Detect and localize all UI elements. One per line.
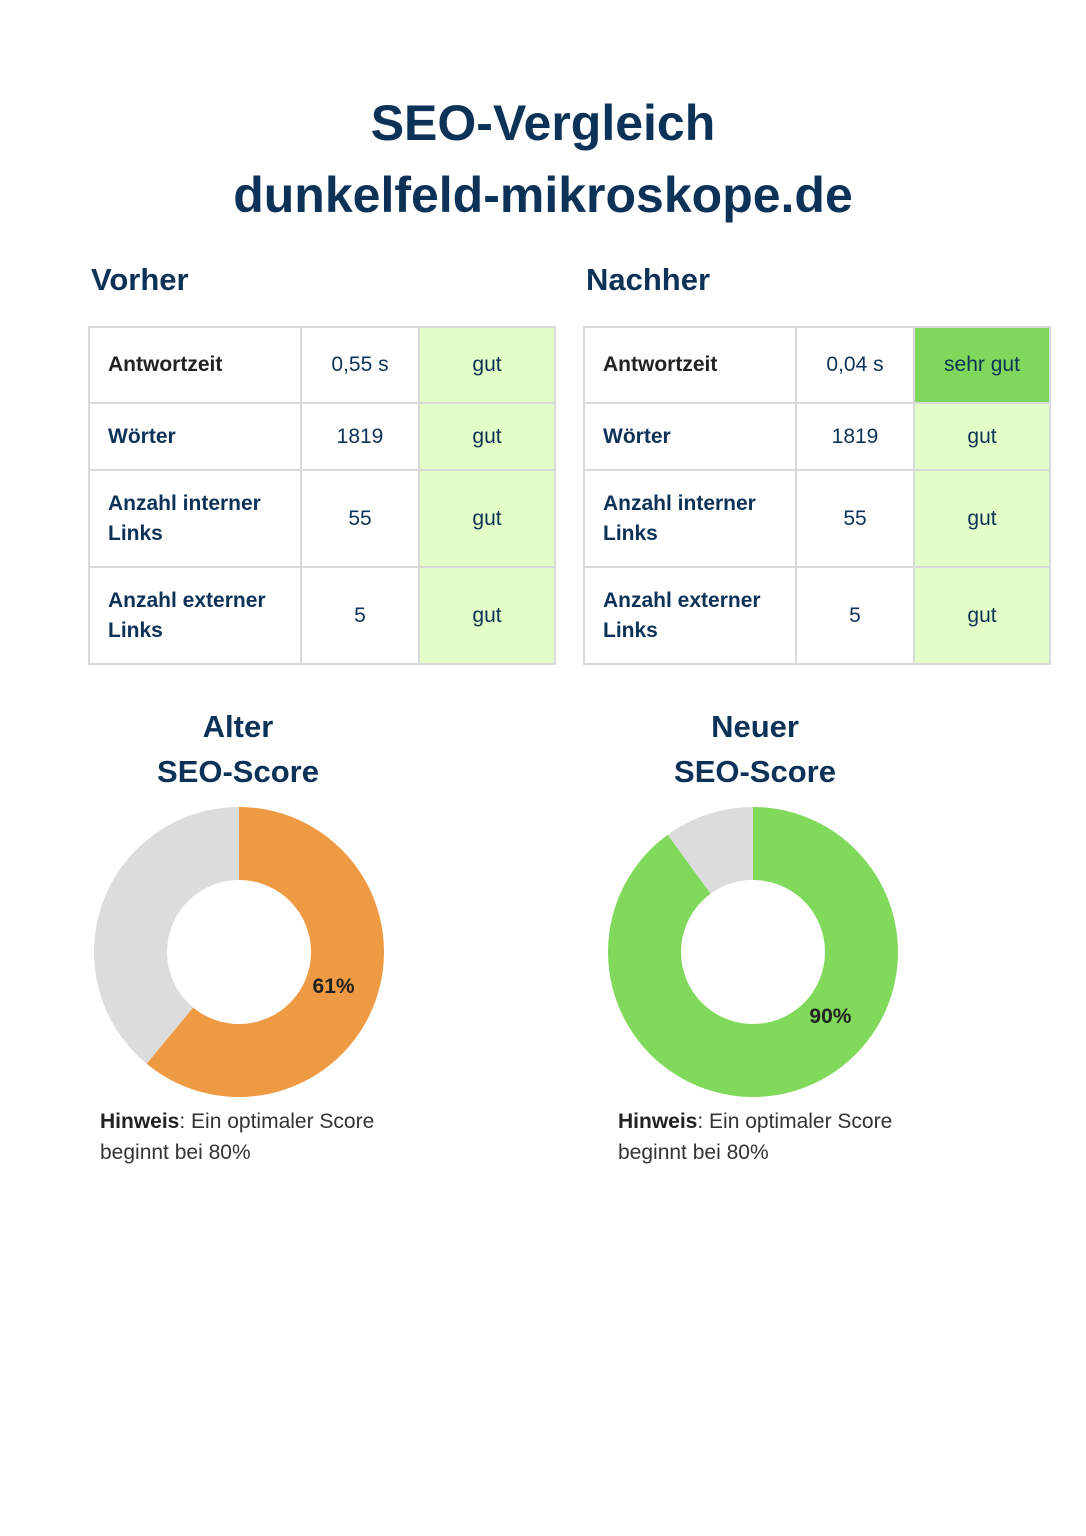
metric-label-line: Anzahl interner: [603, 491, 756, 515]
table-row: Anzahl externer Links 5 gut: [583, 566, 1051, 665]
metric-rating-words: gut: [913, 402, 1051, 471]
old-remainder-slice: [93, 807, 239, 1064]
metric-label-line: Links: [603, 618, 658, 642]
after-metrics-table: Antwortzeit 0,04 s sehr gut Wörter 1819 …: [583, 326, 1051, 665]
new-remainder-slice: [667, 807, 753, 894]
metric-value-external-links: 5: [300, 566, 420, 665]
metric-rating-external-links: gut: [913, 566, 1051, 665]
old-score-note: Hinweis: Ein optimaler Score beginnt bei…: [100, 1106, 420, 1168]
metric-label-line: Anzahl interner: [108, 491, 261, 515]
old-score-heading-line2: SEO-Score: [157, 754, 319, 789]
table-row: Anzahl interner Links 55 gut: [88, 469, 556, 568]
metric-rating-internal-links: gut: [913, 469, 1051, 568]
metric-label-line: Links: [108, 521, 163, 545]
note-bold-label: Hinweis: [100, 1110, 180, 1133]
table-row: Anzahl interner Links 55 gut: [583, 469, 1051, 568]
old-score-donut-chart: 61%: [93, 807, 384, 1097]
new-score-slice: [608, 807, 898, 1097]
old-score-heading: Alter SEO-Score: [88, 704, 388, 794]
table-row: Anzahl externer Links 5 gut: [88, 566, 556, 665]
new-score-heading-line2: SEO-Score: [674, 754, 836, 789]
metric-value-internal-links: 55: [300, 469, 420, 568]
page-subtitle-domain: dunkelfeld-mikroskope.de: [233, 167, 853, 223]
metric-label-response-time: Antwortzeit: [88, 326, 302, 404]
metric-label-line: Anzahl externer: [108, 588, 266, 612]
metric-label-line: Anzahl externer: [603, 588, 761, 612]
before-heading: Vorher: [91, 262, 189, 297]
before-metrics-table: Antwortzeit 0,55 s gut Wörter 1819 gut A…: [88, 326, 556, 665]
metric-label-line: Links: [108, 618, 163, 642]
new-score-heading-line1: Neuer: [711, 709, 799, 744]
metric-rating-external-links: gut: [418, 566, 556, 665]
metric-rating-response-time: sehr gut: [913, 326, 1051, 404]
metric-label-words: Wörter: [88, 402, 302, 471]
note-text: : Ein optimaler Score beginnt bei 80%: [618, 1110, 893, 1164]
metric-label-line: Links: [603, 521, 658, 545]
metric-label-response-time: Antwortzeit: [583, 326, 797, 404]
metric-value-internal-links: 55: [795, 469, 915, 568]
metric-label-external-links: Anzahl externer Links: [583, 566, 797, 665]
page-title: SEO-Vergleich: [370, 95, 716, 151]
table-row: Antwortzeit 0,55 s gut: [88, 326, 556, 404]
old-score-slice: [146, 807, 384, 1097]
metric-rating-internal-links: gut: [418, 469, 556, 568]
table-row: Antwortzeit 0,04 s sehr gut: [583, 326, 1051, 404]
metric-rating-words: gut: [418, 402, 556, 471]
new-score-heading: Neuer SEO-Score: [605, 704, 905, 794]
table-row: Wörter 1819 gut: [88, 402, 556, 471]
new-score-donut-chart: 90%: [608, 807, 898, 1097]
note-text: : Ein optimaler Score beginnt bei 80%: [100, 1110, 375, 1164]
note-bold-label: Hinweis: [618, 1110, 698, 1133]
metric-value-response-time: 0,55 s: [300, 326, 420, 404]
metric-label-external-links: Anzahl externer Links: [88, 566, 302, 665]
metric-label-internal-links: Anzahl interner Links: [583, 469, 797, 568]
old-score-heading-line1: Alter: [202, 709, 274, 744]
metric-value-external-links: 5: [795, 566, 915, 665]
new-score-note: Hinweis: Ein optimaler Score beginnt bei…: [618, 1106, 938, 1168]
metric-label-internal-links: Anzahl interner Links: [88, 469, 302, 568]
metric-rating-response-time: gut: [418, 326, 556, 404]
metric-value-words: 1819: [795, 402, 915, 471]
metric-value-words: 1819: [300, 402, 420, 471]
new-score-data-label: 90%: [809, 1005, 851, 1028]
metric-value-response-time: 0,04 s: [795, 326, 915, 404]
old-score-data-label: 61%: [313, 975, 355, 998]
metric-label-words: Wörter: [583, 402, 797, 471]
after-heading: Nachher: [586, 262, 711, 297]
table-row: Wörter 1819 gut: [583, 402, 1051, 471]
